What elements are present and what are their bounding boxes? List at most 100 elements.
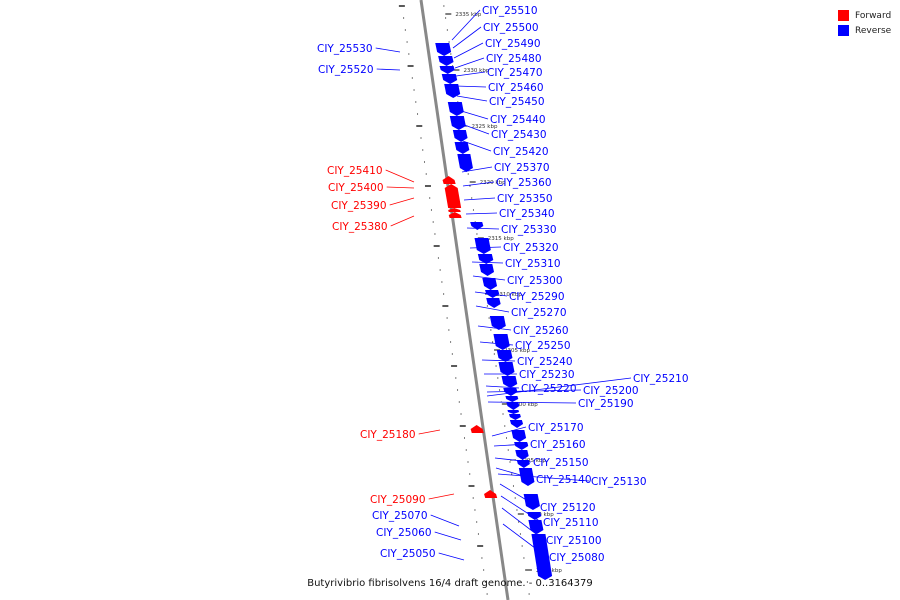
gene-label[interactable]: CIY_25410 [327, 165, 383, 177]
gene-label[interactable]: CIY_25370 [494, 162, 550, 174]
gene-feature[interactable] [449, 116, 466, 130]
gene-label[interactable]: CIY_25490 [485, 38, 541, 50]
gene-label[interactable]: CIY_25350 [497, 193, 553, 205]
gene-label[interactable]: CIY_25190 [578, 398, 634, 410]
gene-feature[interactable] [516, 460, 530, 468]
gene-feature[interactable] [511, 430, 527, 442]
gene-label[interactable]: CIY_25520 [318, 64, 374, 76]
gene-label[interactable]: CIY_25060 [376, 527, 432, 539]
gene-feature[interactable] [531, 534, 553, 580]
gene-feature[interactable] [485, 290, 500, 298]
gene-label[interactable]: CIY_25480 [486, 53, 542, 65]
gene-feature[interactable] [438, 56, 454, 66]
gene-label[interactable]: CIY_25420 [493, 146, 549, 158]
gene-feature[interactable] [452, 130, 468, 142]
gene-feature[interactable] [441, 74, 458, 84]
gene-label[interactable]: CIY_25300 [507, 275, 563, 287]
gene-label[interactable]: CIY_25180 [360, 429, 416, 441]
leader-line [486, 389, 582, 393]
gene-feature[interactable] [523, 494, 540, 510]
gene-label[interactable]: CIY_25150 [533, 457, 589, 469]
gene-label[interactable]: CIY_25270 [511, 307, 567, 319]
gene-label[interactable]: CIY_25210 [633, 373, 689, 385]
gene-label[interactable]: CIY_25500 [483, 22, 539, 34]
gene-label[interactable]: CIY_25450 [489, 96, 545, 108]
gene-feature[interactable] [477, 254, 494, 264]
gene-label[interactable]: CIY_25430 [491, 129, 547, 141]
gene-feature[interactable] [454, 142, 470, 154]
gene-label[interactable]: CIY_25050 [380, 548, 436, 560]
gene-label[interactable]: CIY_25470 [487, 67, 543, 79]
gene-feature[interactable] [493, 334, 510, 350]
gene-label[interactable]: CIY_25260 [513, 325, 569, 337]
gene-label[interactable]: CIY_25290 [509, 291, 565, 303]
gene-label[interactable]: CIY_25170 [528, 422, 584, 434]
gene-label[interactable]: CIY_25530 [317, 43, 373, 55]
gene-label[interactable]: CIY_25140 [536, 474, 592, 486]
gene-label[interactable]: CIY_25230 [519, 369, 575, 381]
gene-feature[interactable] [439, 66, 455, 74]
gene-feature[interactable] [470, 222, 484, 230]
gene-feature[interactable] [509, 420, 524, 428]
gene-feature[interactable] [482, 278, 498, 290]
leader-line [497, 473, 590, 482]
gene-label[interactable]: CIY_25440 [490, 114, 546, 126]
gene-feature[interactable] [527, 512, 542, 520]
gene-label[interactable]: CIY_25160 [530, 439, 586, 451]
gene-feature[interactable] [506, 402, 520, 410]
gene-feature[interactable] [484, 490, 498, 498]
gene-label[interactable]: CIY_25380 [332, 221, 388, 233]
gene-feature[interactable] [457, 154, 473, 172]
gene-feature[interactable] [515, 450, 529, 460]
gene-feature[interactable] [489, 316, 506, 330]
leader-line [434, 531, 462, 541]
gene-label[interactable]: CIY_25130 [591, 476, 647, 488]
gene-label[interactable]: CIY_25090 [370, 494, 426, 506]
gene-label[interactable]: CIY_25110 [543, 517, 599, 529]
gene-feature[interactable] [448, 208, 461, 212]
gene-label[interactable]: CIY_25460 [488, 82, 544, 94]
gene-feature[interactable] [518, 468, 535, 486]
leader-line [455, 71, 486, 77]
gene-feature[interactable] [509, 414, 521, 420]
gene-label[interactable]: CIY_25240 [517, 356, 573, 368]
gene-label[interactable]: CIY_25510 [482, 5, 538, 17]
gene-feature[interactable] [474, 238, 491, 254]
gene-feature[interactable] [528, 520, 544, 534]
gene-label[interactable]: CIY_25070 [372, 510, 428, 522]
genome-caption: Butyrivibrio fibrisolvens 16/4 draft gen… [307, 578, 593, 589]
gene-feature[interactable] [442, 176, 456, 184]
label-leader-lines [375, 9, 632, 561]
gene-feature[interactable] [486, 298, 501, 308]
gene-feature[interactable] [448, 212, 462, 218]
gene-label[interactable]: CIY_25080 [549, 552, 605, 564]
gene-label[interactable]: CIY_25320 [503, 242, 559, 254]
gene-feature[interactable] [498, 362, 515, 376]
gene-feature[interactable] [496, 350, 513, 362]
gene-feature[interactable] [447, 102, 464, 116]
gene-feature[interactable] [470, 425, 484, 433]
gene-feature[interactable] [501, 376, 518, 388]
gene-label[interactable]: CIY_25200 [583, 385, 639, 397]
gene-label[interactable]: CIY_25360 [496, 177, 552, 189]
gene-label[interactable]: CIY_25220 [521, 383, 577, 395]
gene-label[interactable]: CIY_25100 [546, 535, 602, 547]
gene-feature[interactable] [514, 442, 529, 450]
gene-feature[interactable] [503, 388, 518, 396]
gene-feature[interactable] [444, 84, 461, 98]
gene-label[interactable]: CIY_25330 [501, 224, 557, 236]
leader-line [485, 385, 520, 389]
gene-label[interactable]: CIY_25310 [505, 258, 561, 270]
gene-feature[interactable] [507, 410, 520, 414]
gene-label[interactable]: CIY_25250 [515, 340, 571, 352]
leader-line [455, 85, 487, 88]
gene-feature[interactable] [505, 396, 519, 402]
ruler-label: 2320 kbp [480, 180, 506, 186]
gene-label[interactable]: CIY_25390 [331, 200, 387, 212]
gene-label[interactable]: CIY_25400 [328, 182, 384, 194]
gene-feature[interactable] [435, 43, 452, 56]
gene-feature[interactable] [444, 184, 462, 208]
gene-feature[interactable] [479, 264, 495, 276]
gene-label[interactable]: CIY_25120 [540, 502, 596, 514]
gene-label[interactable]: CIY_25340 [499, 208, 555, 220]
